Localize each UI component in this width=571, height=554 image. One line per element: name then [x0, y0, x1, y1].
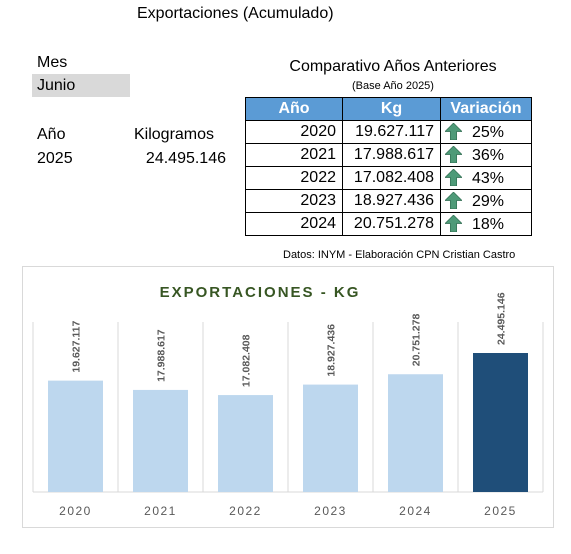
- comparativo-subtitle: (Base Año 2025): [352, 80, 434, 92]
- bar-chart: EXPORTACIONES - KG 19.627.117 2020 17.988.6…: [32, 284, 544, 518]
- variacion-value: 18%: [472, 215, 505, 233]
- anio-value: 2025: [37, 150, 73, 167]
- cell-kg: 20.751.278: [342, 212, 441, 236]
- bar-2020: [48, 380, 103, 492]
- up-arrow-icon: [445, 191, 462, 209]
- cell-anio: 2020: [245, 120, 343, 144]
- data-label-2023: 18.927.436: [326, 324, 338, 377]
- x-tick-label-2020: 2020: [59, 504, 92, 518]
- data-label-2022: 17.082.408: [241, 334, 253, 387]
- column-header-kg: Kg: [342, 97, 441, 121]
- cell-variacion: 25%: [440, 120, 532, 144]
- variacion-value: 43%: [472, 169, 505, 187]
- up-arrow-icon: [445, 214, 462, 232]
- bar-2023: [303, 384, 358, 492]
- table-row: 2023 18.927.436 29%: [245, 189, 532, 213]
- bar-2024: [388, 374, 443, 492]
- cell-anio: 2022: [245, 166, 343, 190]
- table-header-row: Año Kg Variación: [245, 97, 532, 121]
- cell-variacion: 29%: [440, 189, 532, 213]
- column-header-anio: Año: [245, 97, 343, 121]
- cell-anio: 2024: [245, 212, 343, 236]
- up-arrow-icon: [445, 168, 462, 186]
- x-tick-label-2025: 2025: [484, 504, 517, 518]
- chart-title: EXPORTACIONES - KG: [160, 284, 361, 301]
- cell-anio: 2021: [245, 143, 343, 167]
- x-tick-label-2023: 2023: [314, 504, 347, 518]
- variacion-value: 25%: [472, 123, 505, 141]
- page-title: Exportaciones (Acumulado): [137, 5, 334, 22]
- cell-variacion: 18%: [440, 212, 532, 236]
- column-header-variacion: Variación: [440, 97, 532, 121]
- comparativo-title: Comparativo Años Anteriores: [289, 58, 497, 75]
- data-label-2021: 17.988.617: [156, 329, 168, 382]
- variacion-value: 36%: [472, 146, 505, 164]
- cell-kg: 17.082.408: [342, 166, 441, 190]
- source-note: Datos: INYM - Elaboración CPN Cristian C…: [283, 249, 516, 261]
- table-row: 2020 19.627.117 25%: [245, 120, 532, 144]
- chart-area: EXPORTACIONES - KG 19.627.117 2020 17.988.6…: [22, 266, 554, 528]
- variacion-value: 29%: [472, 192, 505, 210]
- kilogramos-label: Kilogramos: [134, 126, 215, 143]
- cell-anio: 2023: [245, 189, 343, 213]
- data-label-2024: 20.751.278: [411, 314, 423, 367]
- up-arrow-icon: [445, 122, 462, 140]
- x-tick-label-2021: 2021: [144, 504, 177, 518]
- mes-label: Mes: [37, 54, 68, 71]
- table-row: 2021 17.988.617 36%: [245, 143, 532, 167]
- anio-label: Año: [37, 126, 66, 143]
- bar-2022: [218, 395, 273, 492]
- cell-variacion: 43%: [440, 166, 532, 190]
- cell-kg: 17.988.617: [342, 143, 441, 167]
- bar-2021: [133, 389, 188, 492]
- cell-kg: 19.627.117: [342, 120, 441, 144]
- data-label-2025: 24.495.146: [496, 292, 508, 345]
- x-tick-label-2024: 2024: [399, 504, 432, 518]
- table-row: 2024 20.751.278 18%: [245, 212, 532, 236]
- comparativo-table: Año Kg Variación 2020 19.627.117 25% 2021 17…: [245, 97, 532, 236]
- cell-variacion: 36%: [440, 143, 532, 167]
- kilogramos-value: 24.495.146: [145, 150, 226, 167]
- bar-2025: [473, 353, 528, 492]
- x-tick-label-2022: 2022: [229, 504, 262, 518]
- mes-selector[interactable]: Junio: [32, 74, 130, 97]
- table-row: 2022 17.082.408 43%: [245, 166, 532, 190]
- data-label-2020: 19.627.117: [71, 320, 83, 372]
- up-arrow-icon: [445, 145, 462, 163]
- cell-kg: 18.927.436: [342, 189, 441, 213]
